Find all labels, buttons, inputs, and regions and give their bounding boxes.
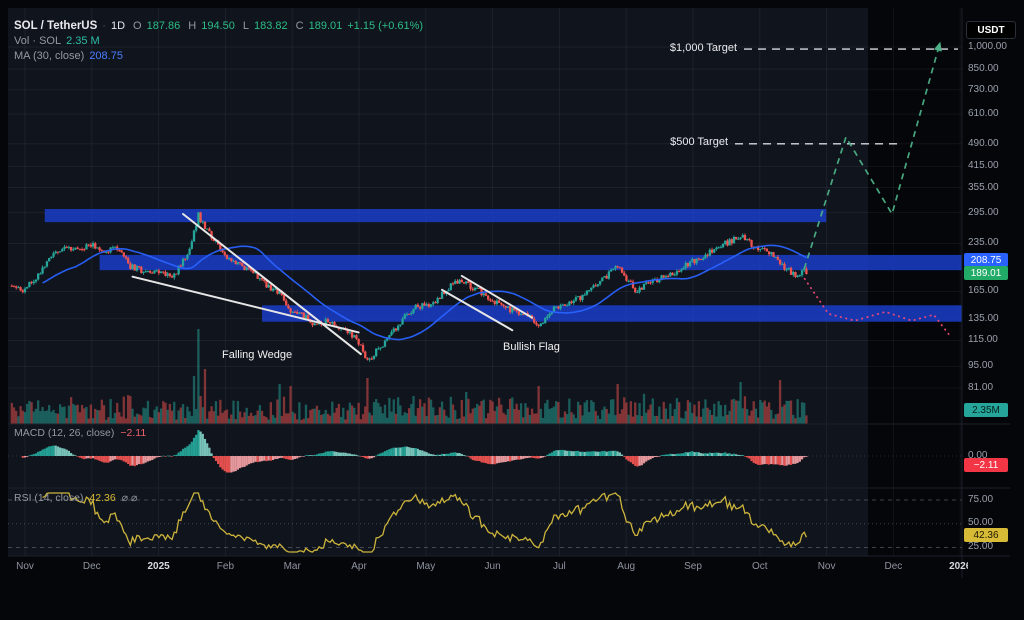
rsi-value-badge: 42.36 bbox=[964, 528, 1008, 542]
rsi-pane bbox=[8, 492, 962, 553]
time-label: Aug bbox=[617, 561, 636, 572]
change-value: +1.15 (+0.61%) bbox=[347, 19, 424, 32]
open-label: O bbox=[133, 19, 142, 32]
price-tick-label: 610.00 bbox=[968, 108, 999, 120]
pattern-label[interactable]: Bullish Flag bbox=[503, 341, 560, 353]
ma-price-badge: 208.75 bbox=[964, 253, 1008, 267]
time-label: Apr bbox=[351, 561, 367, 572]
symbol-name: SOL / TetherUS bbox=[14, 19, 98, 32]
ma-label: MA (30, close) bbox=[14, 49, 85, 62]
price-tick-label: 295.00 bbox=[968, 206, 999, 218]
price-tick-label: 355.00 bbox=[968, 181, 999, 193]
macd-label: MACD (12, 26, close) bbox=[14, 427, 115, 439]
macd-value: −2.11 bbox=[120, 427, 147, 439]
volume-row[interactable]: Vol · SOL 2.35 M bbox=[14, 33, 423, 48]
low-value: 183.82 bbox=[253, 19, 288, 32]
volume-value: 2.35 M bbox=[66, 34, 100, 47]
time-label: 2026 bbox=[949, 561, 968, 572]
ma-row[interactable]: MA (30, close) 208.75 bbox=[14, 48, 423, 63]
price-tick-label: 1,000.00 bbox=[968, 41, 1007, 52]
volume-label: Vol · SOL bbox=[14, 34, 62, 47]
rsi-25-label: 25.00 bbox=[968, 541, 994, 552]
bullish-projection-line bbox=[803, 41, 942, 270]
rsi-value: 42.36 bbox=[89, 492, 116, 504]
rsi-hidden-series-icons: ⌀ ⌀ bbox=[121, 492, 138, 504]
symbol-row[interactable]: SOL / TetherUS · 1D O 187.86 H 194.50 L … bbox=[14, 18, 423, 33]
ma-value: 208.75 bbox=[89, 49, 123, 62]
time-label: Dec bbox=[82, 561, 101, 572]
macd-zero-label: 0.00 bbox=[968, 450, 988, 461]
open-value: 187.86 bbox=[146, 19, 181, 32]
rsi-label: RSI (14, close) bbox=[14, 492, 84, 504]
upper-resistance-zone bbox=[44, 208, 827, 223]
price-tick-label: 730.00 bbox=[968, 83, 999, 95]
trendlines bbox=[131, 213, 534, 356]
price-tick-label: 235.00 bbox=[968, 237, 999, 249]
time-label: Dec bbox=[884, 561, 903, 572]
interval-label[interactable]: 1D bbox=[110, 19, 126, 32]
volume-bars bbox=[10, 329, 808, 424]
high-value: 194.50 bbox=[201, 19, 235, 32]
candles bbox=[10, 211, 808, 362]
separator-dot: · bbox=[102, 19, 106, 32]
time-label: May bbox=[416, 561, 436, 572]
time-label: Jun bbox=[484, 561, 501, 572]
time-label: Oct bbox=[752, 561, 768, 572]
price-tick-label: 115.00 bbox=[968, 334, 998, 346]
time-axis[interactable]: Nov Dec 2025 Feb Mar Apr May Jun Jul Aug Sep Oct Nov… bbox=[8, 556, 968, 578]
volume-badge: 2.35M bbox=[964, 403, 1008, 417]
time-label: Jul bbox=[552, 561, 566, 572]
price-tick-label: 850.00 bbox=[968, 63, 999, 75]
target-lines bbox=[735, 48, 958, 145]
price-tick-label: 415.00 bbox=[968, 160, 999, 172]
support-zone bbox=[262, 305, 963, 322]
low-label: L bbox=[242, 19, 249, 32]
close-label: C bbox=[295, 19, 304, 32]
price-tick-label: 81.00 bbox=[968, 381, 994, 393]
target-label-1000[interactable]: $1,000 Target bbox=[669, 42, 737, 54]
time-label: Feb bbox=[216, 561, 235, 572]
macd-histogram bbox=[8, 430, 962, 473]
falling-wedge-upper[interactable] bbox=[182, 213, 362, 356]
target-label-500[interactable]: $500 Target bbox=[670, 136, 728, 148]
mid-supply-zone bbox=[99, 254, 963, 271]
time-label: Mar bbox=[283, 561, 301, 572]
last-price-badge: 189.01 bbox=[964, 266, 1008, 280]
price-tick-label: 165.00 bbox=[968, 285, 999, 297]
currency-toggle-button[interactable]: USDT bbox=[966, 21, 1016, 39]
price-zones bbox=[44, 208, 963, 322]
rsi-legend[interactable]: RSI (14, close) 42.36 ⌀ ⌀ bbox=[14, 492, 137, 504]
pattern-label[interactable]: Falling Wedge bbox=[222, 349, 293, 361]
chart-legend: SOL / TetherUS · 1D O 187.86 H 194.50 L … bbox=[14, 18, 423, 63]
time-label: 2025 bbox=[147, 561, 170, 572]
time-label: Sep bbox=[684, 561, 702, 572]
close-value: 189.01 bbox=[308, 19, 343, 32]
macd-legend[interactable]: MACD (12, 26, close) −2.11 bbox=[14, 427, 146, 439]
ma-line bbox=[42, 244, 807, 341]
price-tick-label: 135.00 bbox=[968, 312, 999, 324]
time-label: Nov bbox=[16, 561, 34, 572]
bull-flag-lower[interactable] bbox=[441, 288, 514, 332]
high-label: H bbox=[188, 19, 197, 32]
time-label: Nov bbox=[817, 561, 836, 572]
rsi-75-label: 75.00 bbox=[968, 494, 994, 505]
bull-flag-upper[interactable] bbox=[460, 274, 534, 319]
macd-value-badge: −2.11 bbox=[964, 458, 1008, 472]
rsi-50-label: 50.00 bbox=[968, 517, 994, 528]
falling-wedge-lower[interactable] bbox=[131, 275, 360, 334]
price-tick-label: 95.00 bbox=[968, 360, 994, 372]
pane-separators bbox=[8, 8, 1010, 578]
price-tick-label: 490.00 bbox=[968, 137, 999, 149]
